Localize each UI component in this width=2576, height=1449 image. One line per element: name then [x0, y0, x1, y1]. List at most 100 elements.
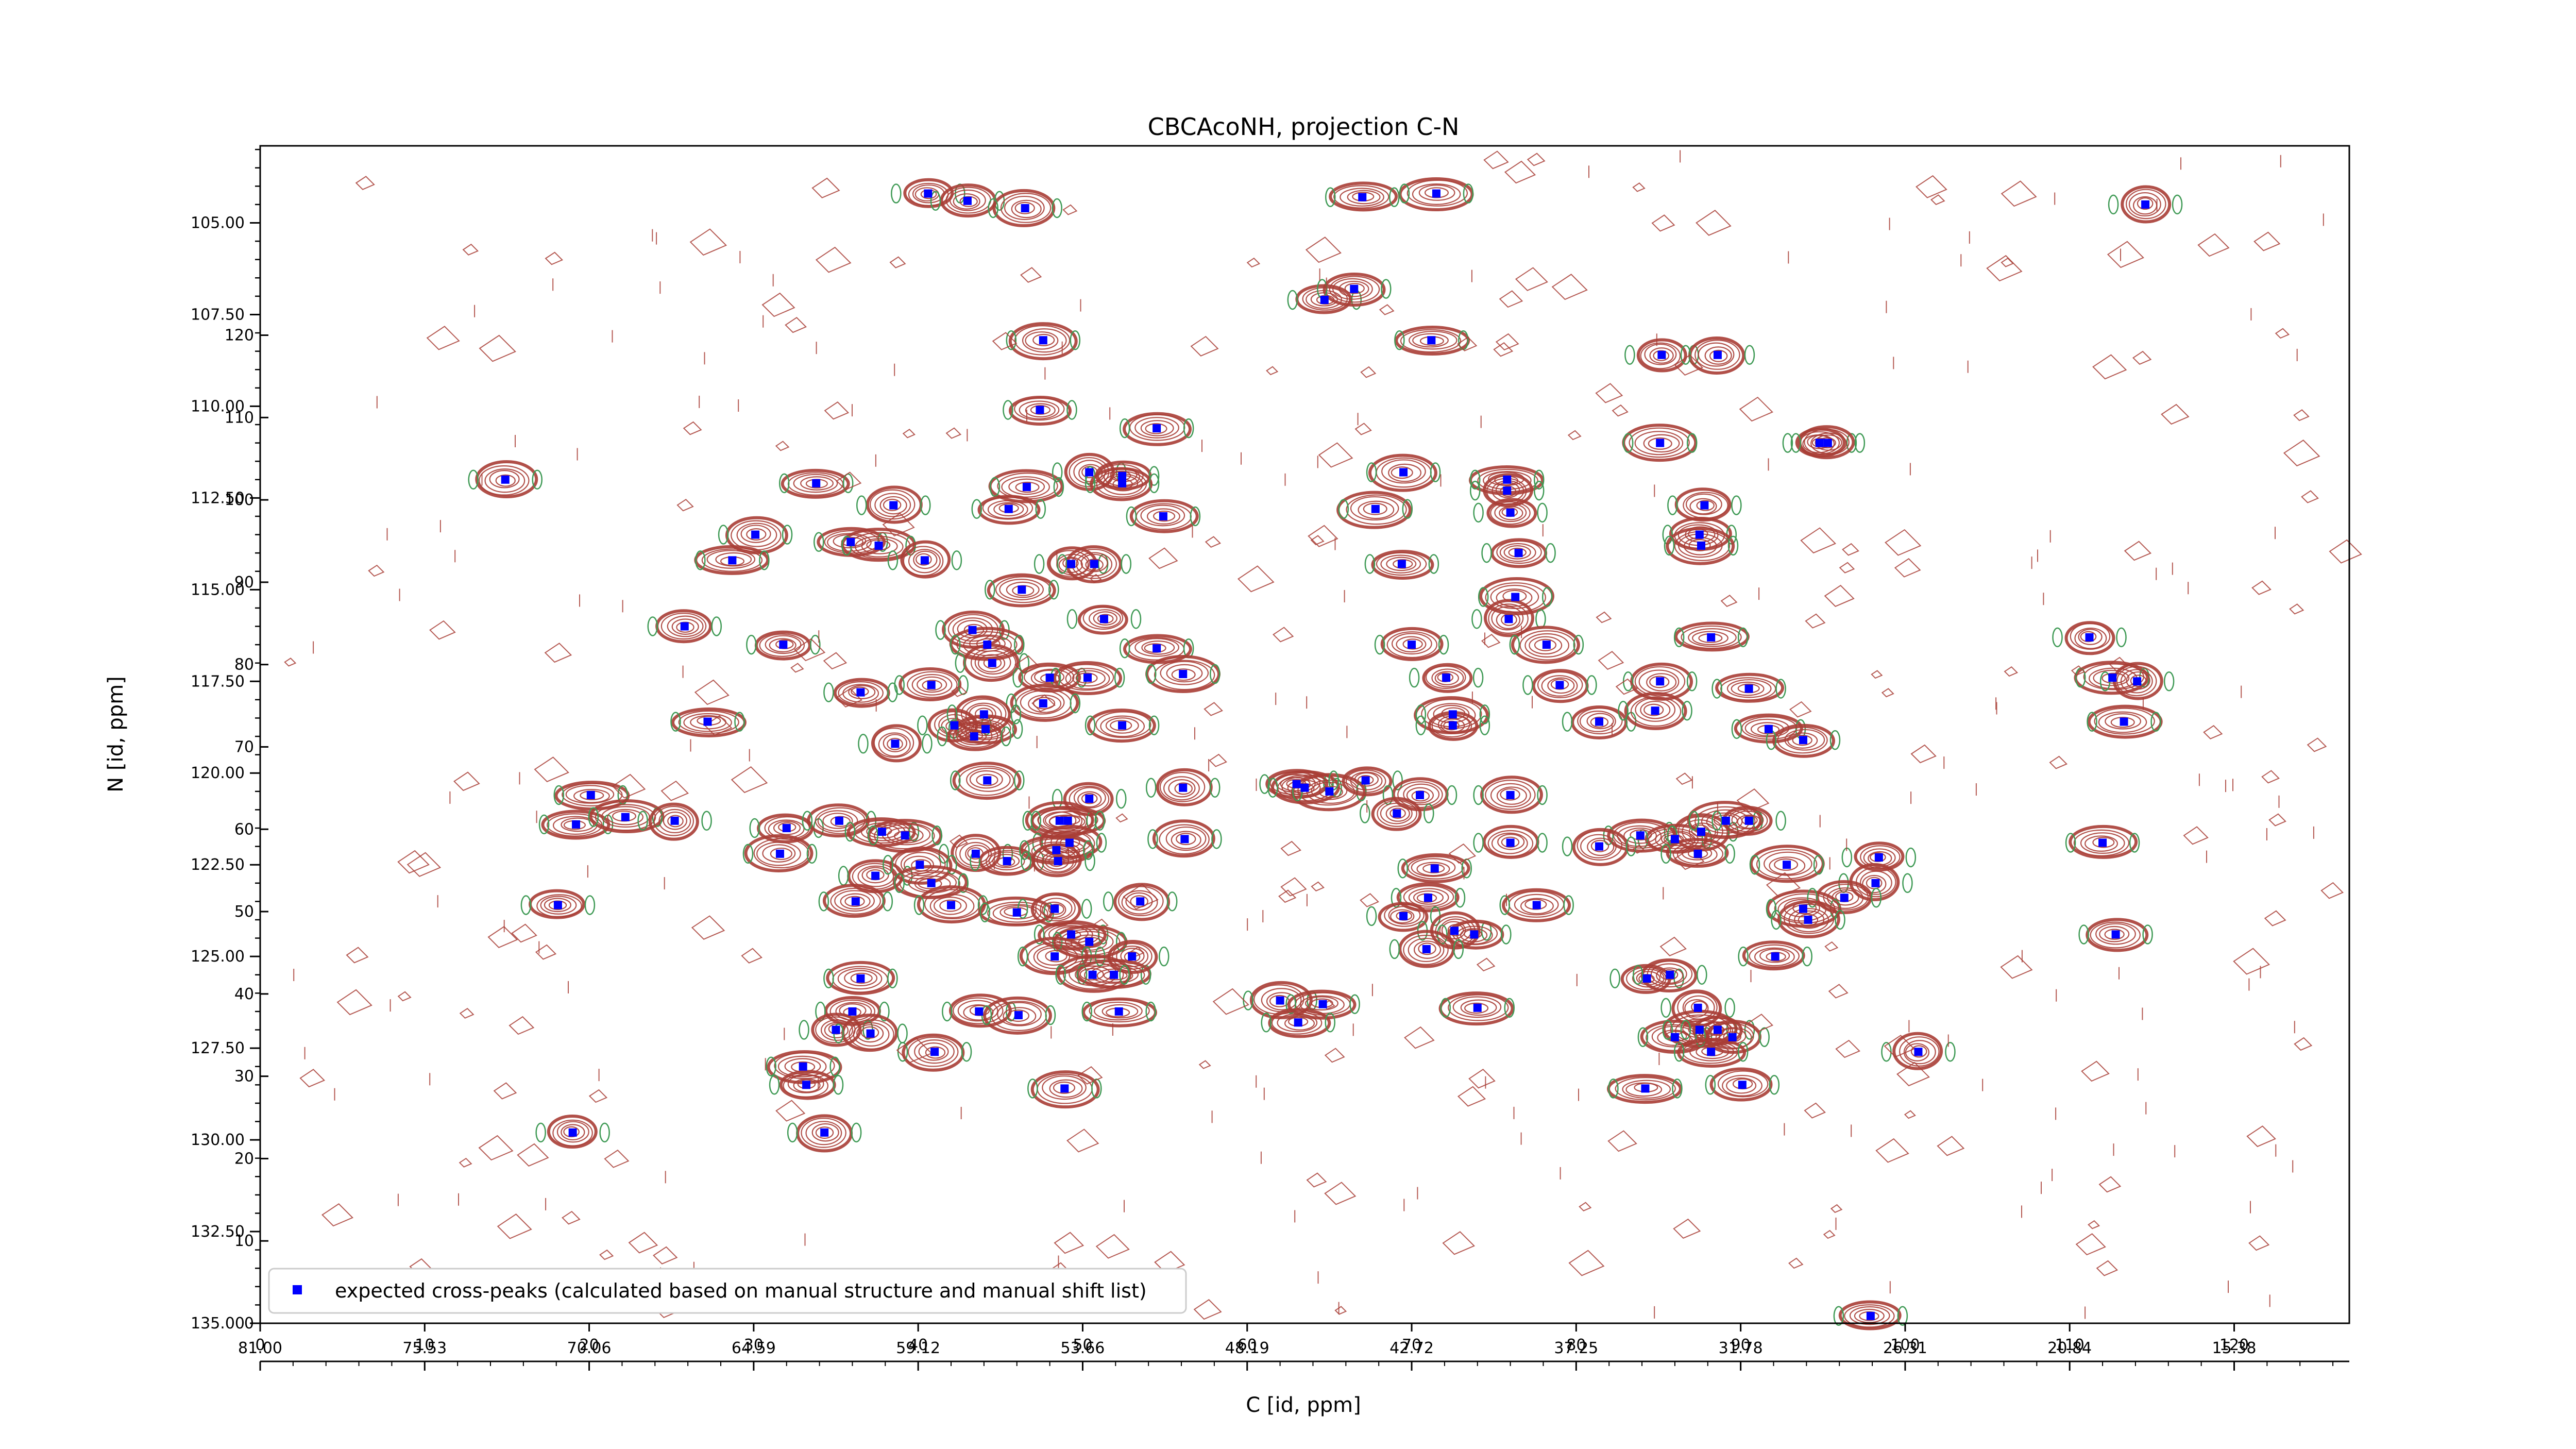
- contour-ring: [1391, 466, 1413, 479]
- noise-contour: [1476, 957, 1496, 972]
- noise-contour: [1198, 1060, 1211, 1069]
- contour-ring: [1342, 766, 1393, 797]
- negative-contour: [1285, 994, 1296, 1014]
- contour-ring: [1666, 527, 1735, 565]
- expected-cross-peak: [975, 1007, 984, 1016]
- contour-ring: [837, 968, 883, 990]
- noise-contour: [1123, 883, 1159, 910]
- contour-ring: [1323, 273, 1386, 307]
- negative-contour: [2052, 627, 2063, 648]
- expected-cross-peak: [1063, 816, 1072, 825]
- expected-cross-peak: [983, 641, 992, 649]
- contour-ring: [1412, 333, 1449, 348]
- noise-contour: [1805, 613, 1826, 629]
- noise-contour: [2124, 541, 2152, 561]
- contour-ring: [1636, 338, 1687, 373]
- negative-contour: [1017, 946, 1028, 967]
- expected-cross-peak: [891, 739, 900, 748]
- expected-cross-peak: [1039, 699, 1047, 707]
- contour-ring: [1798, 425, 1855, 460]
- contour-ring: [1643, 434, 1680, 453]
- contour-ring: [1406, 179, 1468, 207]
- noise-contour: [1720, 595, 1738, 607]
- negative-contour: [2078, 924, 2089, 945]
- negative-contour: [1945, 1041, 1956, 1062]
- expected-cross-peak: [1799, 904, 1807, 913]
- contour-ring: [959, 196, 978, 207]
- noise-contour: [2307, 737, 2327, 752]
- expected-cross-peak: [1804, 915, 1812, 924]
- negative-contour: [1749, 854, 1760, 875]
- noise-contour: [534, 756, 569, 782]
- expected-cross-peak: [1728, 1033, 1737, 1041]
- negative-contour: [1686, 671, 1698, 692]
- expected-cross-peak: [1067, 560, 1076, 568]
- contour-ring: [1659, 969, 1679, 981]
- contour-ring: [1265, 769, 1329, 799]
- noise-contour: [1696, 210, 1732, 236]
- negative-contour: [1711, 811, 1722, 831]
- noise-contour: [1986, 255, 2023, 282]
- noise-contour: [406, 852, 442, 877]
- contour-ring: [969, 770, 1003, 789]
- negative-contour: [1479, 704, 1490, 724]
- noise-contour: [1089, 574, 1102, 583]
- contour-ring: [889, 846, 953, 885]
- contour-ring: [1487, 830, 1534, 857]
- negative-contour: [787, 1122, 798, 1143]
- noise-contour: [1607, 1130, 1637, 1152]
- contour-ring: [536, 894, 582, 918]
- noise-contour: [487, 926, 518, 948]
- contour-ring: [1684, 999, 1709, 1018]
- expected-cross-peak: [586, 790, 595, 799]
- expected-cross-peak: [1514, 549, 1523, 558]
- contour-ring: [1010, 683, 1079, 722]
- noise-contour: [2275, 328, 2290, 339]
- negative-contour: [1854, 433, 1866, 453]
- negative-contour: [1033, 554, 1045, 574]
- negative-contour: [1541, 587, 1553, 607]
- contour-ring: [1347, 190, 1381, 205]
- noise-contour: [1916, 175, 1947, 198]
- noise-contour: [1910, 744, 1937, 764]
- contour-ring: [548, 900, 567, 911]
- negative-contour: [1533, 480, 1545, 501]
- expected-cross-peak: [1532, 901, 1541, 909]
- negative-contour: [1119, 418, 1130, 439]
- noise-contour: [2264, 910, 2286, 926]
- negative-contour: [1586, 675, 1597, 695]
- noise-contour: [1246, 257, 1261, 268]
- negative-contour: [897, 1041, 908, 1062]
- right-tick-label: 60: [234, 820, 254, 838]
- contour-ring: [1491, 606, 1524, 631]
- negative-contour: [1618, 700, 1629, 721]
- contour-ring: [744, 834, 814, 872]
- contour-ring: [1500, 485, 1517, 497]
- noise-contour: [1212, 988, 1249, 1015]
- contour-ring: [1120, 948, 1145, 965]
- expected-cross-peak: [877, 828, 886, 836]
- noise-contour: [790, 663, 804, 673]
- negative-contour: [1637, 1027, 1649, 1048]
- contour-ring: [953, 997, 1004, 1024]
- negative-contour: [1148, 715, 1160, 735]
- expected-cross-peak: [1542, 641, 1551, 649]
- contour-ring: [1694, 340, 1740, 370]
- contour-ring: [1053, 661, 1123, 696]
- contour-ring: [1390, 909, 1415, 924]
- bottom-tick-label: 20: [579, 1336, 599, 1354]
- contour-ring: [815, 1126, 834, 1139]
- contour-ring: [1452, 996, 1502, 1018]
- secondary-tick-label: 26.31: [1883, 1339, 1927, 1357]
- noise-contour: [397, 850, 430, 874]
- contour-ring: [1501, 613, 1517, 626]
- noise-contour: [2075, 1233, 2106, 1256]
- negative-contour: [718, 525, 729, 545]
- contour-ring: [1483, 473, 1534, 508]
- noise-contour: [1651, 214, 1675, 232]
- noise-contour: [1789, 701, 1812, 718]
- noise-contour: [1766, 872, 1801, 898]
- bottom-tick-label: 100: [1890, 1336, 1920, 1354]
- contour-ring: [987, 573, 1056, 608]
- contour-ring: [958, 765, 1014, 796]
